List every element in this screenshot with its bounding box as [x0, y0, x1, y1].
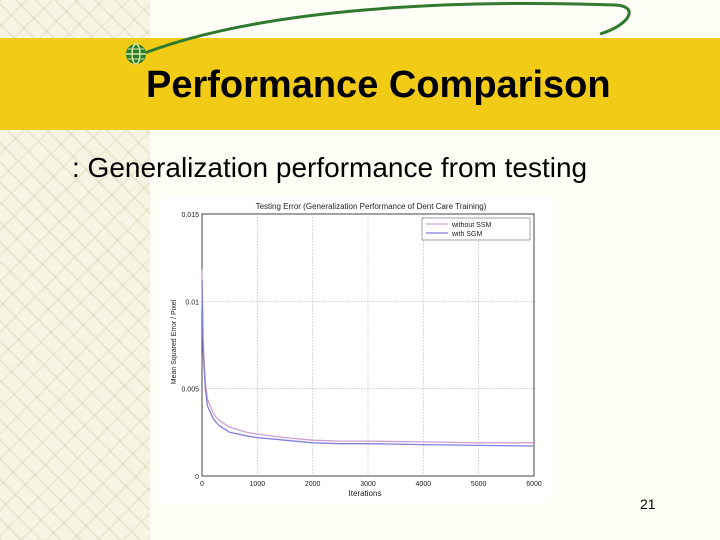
y-tick-label: 0 [195, 474, 199, 481]
title-band [0, 38, 720, 130]
slide-title: Performance Comparison [146, 64, 611, 106]
x-tick-label: 5000 [471, 481, 487, 488]
x-tick-label: 3000 [360, 481, 376, 488]
x-tick-label: 1000 [250, 481, 266, 488]
title-curve-decoration [131, 1, 631, 60]
y-tick-label: 0.01 [185, 299, 199, 306]
plot-area [201, 213, 535, 477]
series-line [201, 280, 535, 447]
legend-label: with SGM [451, 231, 483, 238]
page-number: 21 [640, 496, 656, 512]
x-tick-label: 2000 [305, 481, 321, 488]
x-tick-label: 6000 [526, 481, 542, 488]
x-tick-label: 0 [200, 481, 204, 488]
error-line-chart: Testing Error (Generalization Performanc… [171, 202, 542, 498]
chart-title: Testing Error (Generalization Performanc… [256, 202, 487, 211]
slide-subtitle: : Generalization performance from testin… [72, 152, 588, 183]
legend-box [421, 217, 531, 241]
legend-label: without SSM [451, 222, 491, 229]
y-tick-label: 0.015 [181, 212, 199, 219]
x-axis-label: Iterations [349, 489, 382, 498]
x-tick-label: 4000 [416, 481, 432, 488]
y-axis-label: Mean Squared Error / Pixel [171, 299, 178, 384]
globe-bullet-icon [126, 43, 146, 65]
y-tick-label: 0.005 [181, 387, 199, 394]
series-line [201, 269, 534, 444]
chart-panel: Testing Error (Generalization Performanc… [160, 198, 550, 502]
